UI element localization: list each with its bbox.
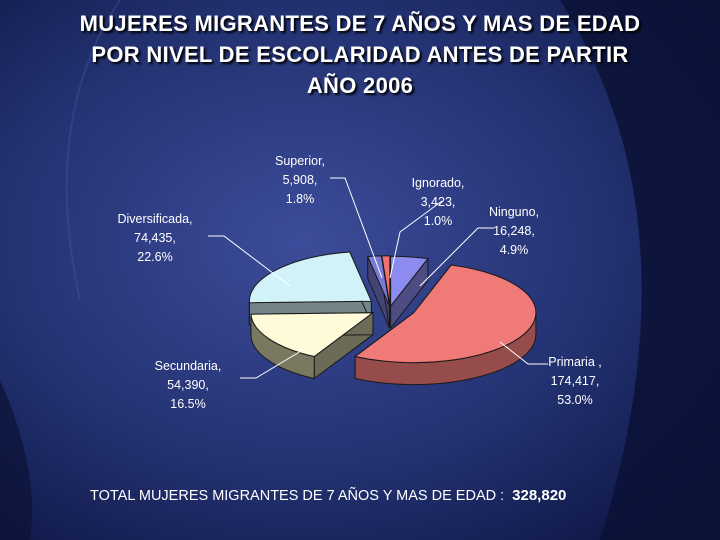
slice-ninguno-top — [390, 255, 429, 308]
label-ninguno: Ninguno, 16,248, 4.9% — [488, 205, 540, 257]
slice-primaria-top — [354, 264, 537, 364]
label-diversificada: Diversificada, 74,435, 22.6% — [117, 212, 193, 264]
label-primaria: Primaria , 174,417, 53.0% — [548, 355, 602, 407]
slice-superior — [367, 255, 390, 328]
total-label: TOTAL MUJERES MIGRANTES DE 7 AÑOS Y MAS … — [90, 488, 505, 504]
leader-line-ninguno — [419, 227, 494, 287]
slice-diversificada-top — [248, 251, 373, 304]
slice-primaria — [354, 263, 537, 386]
slice-secundaria-top — [250, 312, 375, 358]
leader-line-superior — [330, 177, 383, 279]
leader-line-diversificada — [208, 235, 291, 287]
title-line-1: MUJERES MIGRANTES DE 7 AÑOS Y MAS DE EDA… — [79, 11, 641, 36]
total-value: 328,820 — [512, 487, 567, 504]
label-superior: Superior, 5,908, 1.8% — [274, 154, 326, 206]
title-line-3: AÑO 2006 — [306, 73, 414, 98]
slice-secundaria — [250, 311, 375, 380]
label-secundaria: Secundaria, 54,390, 16.5% — [154, 359, 222, 411]
leader-line-secundaria — [240, 347, 307, 379]
title-line-2: POR NIVEL DE ESCOLARIDAD ANTES DE PARTIR — [91, 42, 629, 67]
leader-line-ignorado — [389, 200, 443, 279]
chart-title: MUJERES MIGRANTES DE 7 AÑOS Y MAS DE EDA… — [0, 8, 720, 101]
slice-superior-top — [367, 255, 390, 306]
total-caption: TOTAL MUJERES MIGRANTES DE 7 AÑOS Y MAS … — [90, 487, 566, 504]
label-ignorado: Ignorado, 3,423, 1.0% — [411, 176, 465, 228]
leader-line-primaria — [499, 341, 548, 365]
